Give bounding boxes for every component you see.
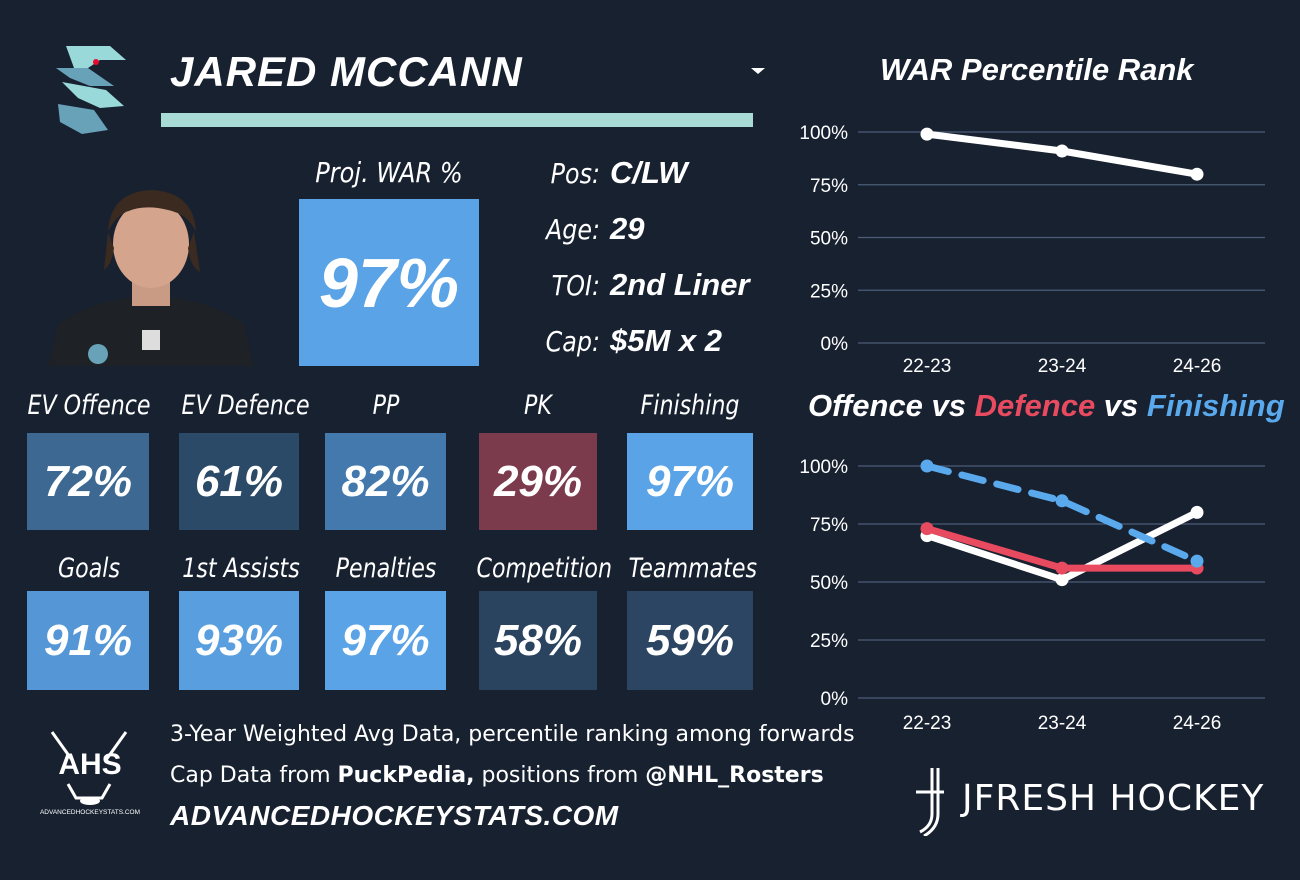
stat-box-finishing: 97% bbox=[627, 433, 753, 530]
ahs-logo-sub: ADVANCEDHOCKEYSTATS.COM bbox=[40, 809, 140, 816]
ovd-chart-title: Offence vs Defence vs Finishing bbox=[808, 388, 1285, 424]
chevron-down-icon[interactable] bbox=[748, 64, 768, 78]
stat-label-teammates: Teammates bbox=[628, 553, 758, 584]
stat-label-competition: Competition bbox=[476, 553, 612, 584]
stat-value: 97% bbox=[341, 615, 430, 665]
y-tick-label: 0% bbox=[821, 689, 849, 710]
war-chart-title: WAR Percentile Rank bbox=[880, 52, 1194, 87]
y-tick-label: 0% bbox=[821, 334, 849, 355]
ovd-title-defence: Defence bbox=[974, 388, 1096, 423]
jfresh-brand: JFRESH HOCKEY bbox=[962, 778, 1265, 819]
stat-label-pk: PK bbox=[524, 390, 552, 421]
proj-war-value: 97% bbox=[318, 243, 460, 322]
y-tick-label: 75% bbox=[810, 176, 848, 197]
finishing-point bbox=[920, 459, 934, 473]
jfresh-logo-icon bbox=[906, 766, 948, 838]
info-value: $5M x 2 bbox=[610, 323, 723, 358]
x-tick-label: 22-23 bbox=[903, 356, 952, 377]
footer-line-2: Cap Data from PuckPedia, positions from … bbox=[170, 763, 824, 788]
stat-value: 82% bbox=[341, 456, 430, 506]
player-name: JARED MCCANN bbox=[170, 48, 523, 95]
ovd-chart: 100% 75% 50% 25% 0% 22-23 23-24 24-26 bbox=[799, 457, 1265, 734]
stat-box-ev-defence: 61% bbox=[179, 433, 299, 530]
finishing-point bbox=[1055, 494, 1069, 508]
stat-label-penalties: Penalties bbox=[335, 553, 437, 584]
y-tick-label: 100% bbox=[799, 457, 848, 478]
info-label: Age: bbox=[545, 212, 600, 246]
ahs-logo-text: AHS bbox=[58, 748, 121, 781]
ovd-title-offence: Offence bbox=[808, 388, 923, 423]
y-tick-label: 50% bbox=[810, 573, 848, 594]
ovd-title-finishing: Finishing bbox=[1146, 388, 1285, 423]
stat-box-teammates: 59% bbox=[627, 591, 753, 690]
player-photo bbox=[48, 186, 254, 366]
ovd-title-vs: vs bbox=[1095, 388, 1147, 423]
stat-value: 93% bbox=[194, 615, 284, 665]
footer-puckpedia: PuckPedia, bbox=[337, 763, 475, 788]
ovd-title-vs: vs bbox=[922, 388, 975, 423]
footer-nhl-rosters: @NHL_Rosters bbox=[645, 763, 824, 788]
war-point bbox=[1190, 167, 1204, 181]
y-tick-label: 25% bbox=[810, 281, 848, 302]
x-tick-label: 24-26 bbox=[1173, 356, 1222, 377]
stat-label-1st-assists: 1st Assists bbox=[182, 553, 300, 584]
stat-label-ev-offence: EV Offence bbox=[27, 390, 151, 421]
x-tick-label: 23-24 bbox=[1038, 356, 1087, 377]
info-label: Cap: bbox=[545, 324, 600, 358]
stat-box-pk: 29% bbox=[479, 433, 597, 530]
proj-war-box: 97% bbox=[299, 199, 479, 366]
defence-point bbox=[920, 522, 934, 536]
offence-point bbox=[1190, 505, 1204, 519]
proj-war-label: Proj. WAR % bbox=[315, 156, 463, 189]
y-tick-label: 100% bbox=[799, 123, 848, 144]
info-row-cap: Cap: $5M x 2 bbox=[524, 321, 764, 361]
name-underline bbox=[161, 113, 753, 127]
stat-label-pp: PP bbox=[372, 390, 400, 421]
stat-box-goals: 91% bbox=[27, 591, 149, 690]
stat-box-pp: 82% bbox=[325, 433, 446, 530]
stat-value: 29% bbox=[493, 456, 583, 506]
info-row-toi: TOI: 2nd Liner bbox=[524, 265, 764, 305]
finishing-series-line bbox=[923, 462, 1201, 565]
stat-box-ev-offence: 72% bbox=[27, 433, 149, 530]
info-row-pos: Pos: C/LW bbox=[524, 153, 764, 193]
war-point bbox=[1055, 144, 1069, 158]
stat-box-penalties: 97% bbox=[325, 591, 446, 690]
defence-point bbox=[1055, 561, 1069, 575]
stat-box-competition: 58% bbox=[479, 591, 597, 690]
stat-label-ev-defence: EV Defence bbox=[181, 390, 310, 421]
war-point bbox=[920, 127, 934, 141]
stat-value: 91% bbox=[43, 615, 133, 665]
war-chart: 100% 75% 50% 25% 0% 22-23 23-24 24-26 bbox=[799, 123, 1265, 377]
stat-value: 61% bbox=[194, 456, 284, 506]
info-value: 29 bbox=[610, 211, 645, 246]
finishing-point bbox=[1190, 554, 1204, 568]
x-tick-label: 22-23 bbox=[903, 713, 952, 734]
ahs-logo: AHS ADVANCEDHOCKEYSTATS.COM bbox=[38, 728, 142, 818]
stat-value: 97% bbox=[645, 456, 735, 506]
stat-value: 59% bbox=[645, 615, 735, 665]
team-logo bbox=[48, 38, 132, 138]
info-row-age: Age: 29 bbox=[524, 209, 764, 249]
x-tick-label: 24-26 bbox=[1173, 713, 1222, 734]
stat-value: 58% bbox=[493, 615, 583, 665]
y-tick-label: 25% bbox=[810, 631, 848, 652]
footer-site: ADVANCEDHOCKEYSTATS.COM bbox=[170, 800, 619, 831]
footer-line-1: 3-Year Weighted Avg Data, percentile ran… bbox=[170, 722, 855, 747]
info-value: C/LW bbox=[610, 155, 688, 190]
stat-value: 72% bbox=[43, 456, 133, 506]
info-value: 2nd Liner bbox=[610, 267, 750, 302]
x-tick-label: 23-24 bbox=[1038, 713, 1087, 734]
offence-point bbox=[1055, 573, 1069, 587]
footer-line-2-prefix: Cap Data from bbox=[170, 763, 338, 788]
y-tick-label: 75% bbox=[810, 515, 848, 536]
y-tick-label: 50% bbox=[810, 229, 848, 250]
info-label: TOI: bbox=[551, 268, 600, 302]
info-label: Pos: bbox=[550, 156, 600, 190]
stat-label-finishing: Finishing bbox=[640, 390, 740, 421]
footer-line-2-mid: positions from bbox=[474, 763, 646, 788]
stat-label-goals: Goals bbox=[58, 553, 120, 584]
stat-box-1st-assists: 93% bbox=[179, 591, 299, 690]
